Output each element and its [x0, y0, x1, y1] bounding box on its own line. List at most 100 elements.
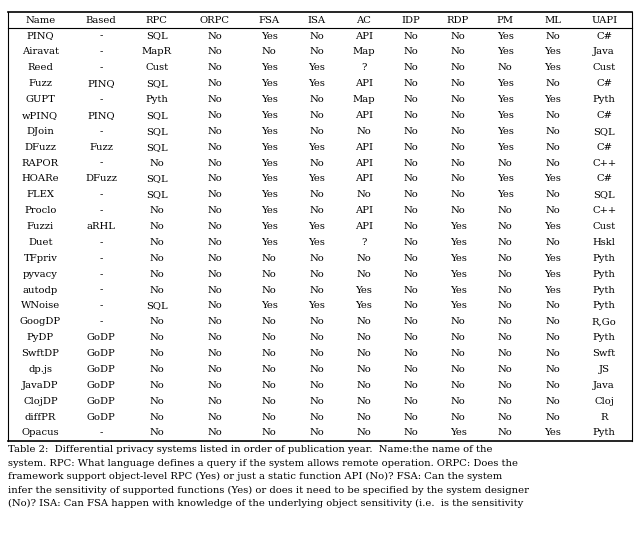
Text: Pyth: Pyth	[593, 333, 616, 342]
Text: aRHL: aRHL	[87, 222, 116, 231]
Text: No: No	[451, 381, 465, 390]
Text: No: No	[262, 333, 276, 342]
Text: SQL: SQL	[593, 190, 615, 199]
Text: system. RPC: What language defines a query if the system allows remote operation: system. RPC: What language defines a que…	[8, 459, 518, 468]
Text: No: No	[149, 317, 164, 326]
Text: No: No	[403, 159, 418, 168]
Text: No: No	[207, 286, 222, 295]
Text: -: -	[99, 47, 103, 56]
Text: No: No	[498, 222, 513, 231]
Text: Yes: Yes	[308, 143, 325, 152]
Text: Yes: Yes	[544, 270, 561, 278]
Text: PINQ: PINQ	[26, 32, 54, 41]
Text: No: No	[403, 397, 418, 405]
Text: No: No	[545, 206, 560, 215]
Text: No: No	[262, 270, 276, 278]
Text: No: No	[498, 270, 513, 278]
Text: No: No	[356, 365, 371, 374]
Text: No: No	[207, 254, 222, 263]
Text: Pyth: Pyth	[593, 286, 616, 295]
Text: -: -	[99, 428, 103, 437]
Text: No: No	[149, 286, 164, 295]
Text: IDP: IDP	[401, 16, 420, 25]
Text: No: No	[207, 381, 222, 390]
Text: No: No	[545, 190, 560, 199]
Text: No: No	[498, 333, 513, 342]
Text: MapR: MapR	[141, 47, 172, 56]
Text: No: No	[356, 349, 371, 358]
Text: No: No	[498, 286, 513, 295]
Text: ?: ?	[361, 238, 366, 247]
Text: Yes: Yes	[544, 428, 561, 437]
Text: C#: C#	[596, 79, 612, 88]
Text: -: -	[99, 95, 103, 104]
Text: No: No	[498, 397, 513, 405]
Text: Name: Name	[25, 16, 56, 25]
Text: No: No	[262, 428, 276, 437]
Text: Yes: Yes	[544, 222, 561, 231]
Text: Yes: Yes	[260, 63, 278, 72]
Text: No: No	[545, 111, 560, 120]
Text: -: -	[99, 159, 103, 168]
Text: -: -	[99, 206, 103, 215]
Text: C++: C++	[592, 159, 616, 168]
Text: No: No	[498, 206, 513, 215]
Text: No: No	[451, 333, 465, 342]
Text: No: No	[309, 428, 324, 437]
Text: No: No	[451, 143, 465, 152]
Text: No: No	[403, 63, 418, 72]
Text: Pyth: Pyth	[593, 270, 616, 278]
Text: No: No	[309, 397, 324, 405]
Text: No: No	[356, 127, 371, 136]
Text: No: No	[207, 190, 222, 199]
Text: No: No	[309, 47, 324, 56]
Text: Yes: Yes	[260, 79, 278, 88]
Text: ORPC: ORPC	[200, 16, 230, 25]
Text: Yes: Yes	[260, 159, 278, 168]
Text: framework support object-level RPC (Yes) or just a static function API (No)? FSA: framework support object-level RPC (Yes)…	[8, 472, 502, 481]
Text: Yes: Yes	[260, 111, 278, 120]
Text: No: No	[451, 47, 465, 56]
Text: No: No	[207, 365, 222, 374]
Text: JavaDP: JavaDP	[22, 381, 59, 390]
Text: No: No	[356, 254, 371, 263]
Text: No: No	[403, 143, 418, 152]
Text: No: No	[207, 238, 222, 247]
Text: dp.js: dp.js	[28, 365, 52, 374]
Text: Yes: Yes	[544, 63, 561, 72]
Text: wPINQ: wPINQ	[22, 111, 58, 120]
Text: SwftDP: SwftDP	[21, 349, 60, 358]
Text: No: No	[403, 254, 418, 263]
Text: Yes: Yes	[355, 301, 372, 310]
Text: No: No	[403, 428, 418, 437]
Text: Yes: Yes	[497, 111, 514, 120]
Text: API: API	[355, 79, 372, 88]
Text: No: No	[207, 317, 222, 326]
Text: Yes: Yes	[544, 47, 561, 56]
Text: Yes: Yes	[260, 174, 278, 183]
Text: Yes: Yes	[260, 190, 278, 199]
Text: API: API	[355, 206, 372, 215]
Text: No: No	[545, 397, 560, 405]
Text: No: No	[207, 63, 222, 72]
Text: No: No	[498, 428, 513, 437]
Text: -: -	[99, 238, 103, 247]
Text: No: No	[451, 159, 465, 168]
Text: No: No	[356, 317, 371, 326]
Text: No: No	[545, 365, 560, 374]
Text: No: No	[309, 381, 324, 390]
Text: Yes: Yes	[308, 238, 325, 247]
Text: No: No	[262, 317, 276, 326]
Text: No: No	[262, 47, 276, 56]
Text: No: No	[149, 333, 164, 342]
Text: No: No	[309, 413, 324, 422]
Text: Yes: Yes	[449, 222, 467, 231]
Text: No: No	[451, 397, 465, 405]
Text: Yes: Yes	[544, 95, 561, 104]
Text: No: No	[309, 254, 324, 263]
Text: No: No	[451, 190, 465, 199]
Text: Yes: Yes	[308, 222, 325, 231]
Text: No: No	[498, 317, 513, 326]
Text: Pyth: Pyth	[593, 95, 616, 104]
Text: SQL: SQL	[146, 111, 168, 120]
